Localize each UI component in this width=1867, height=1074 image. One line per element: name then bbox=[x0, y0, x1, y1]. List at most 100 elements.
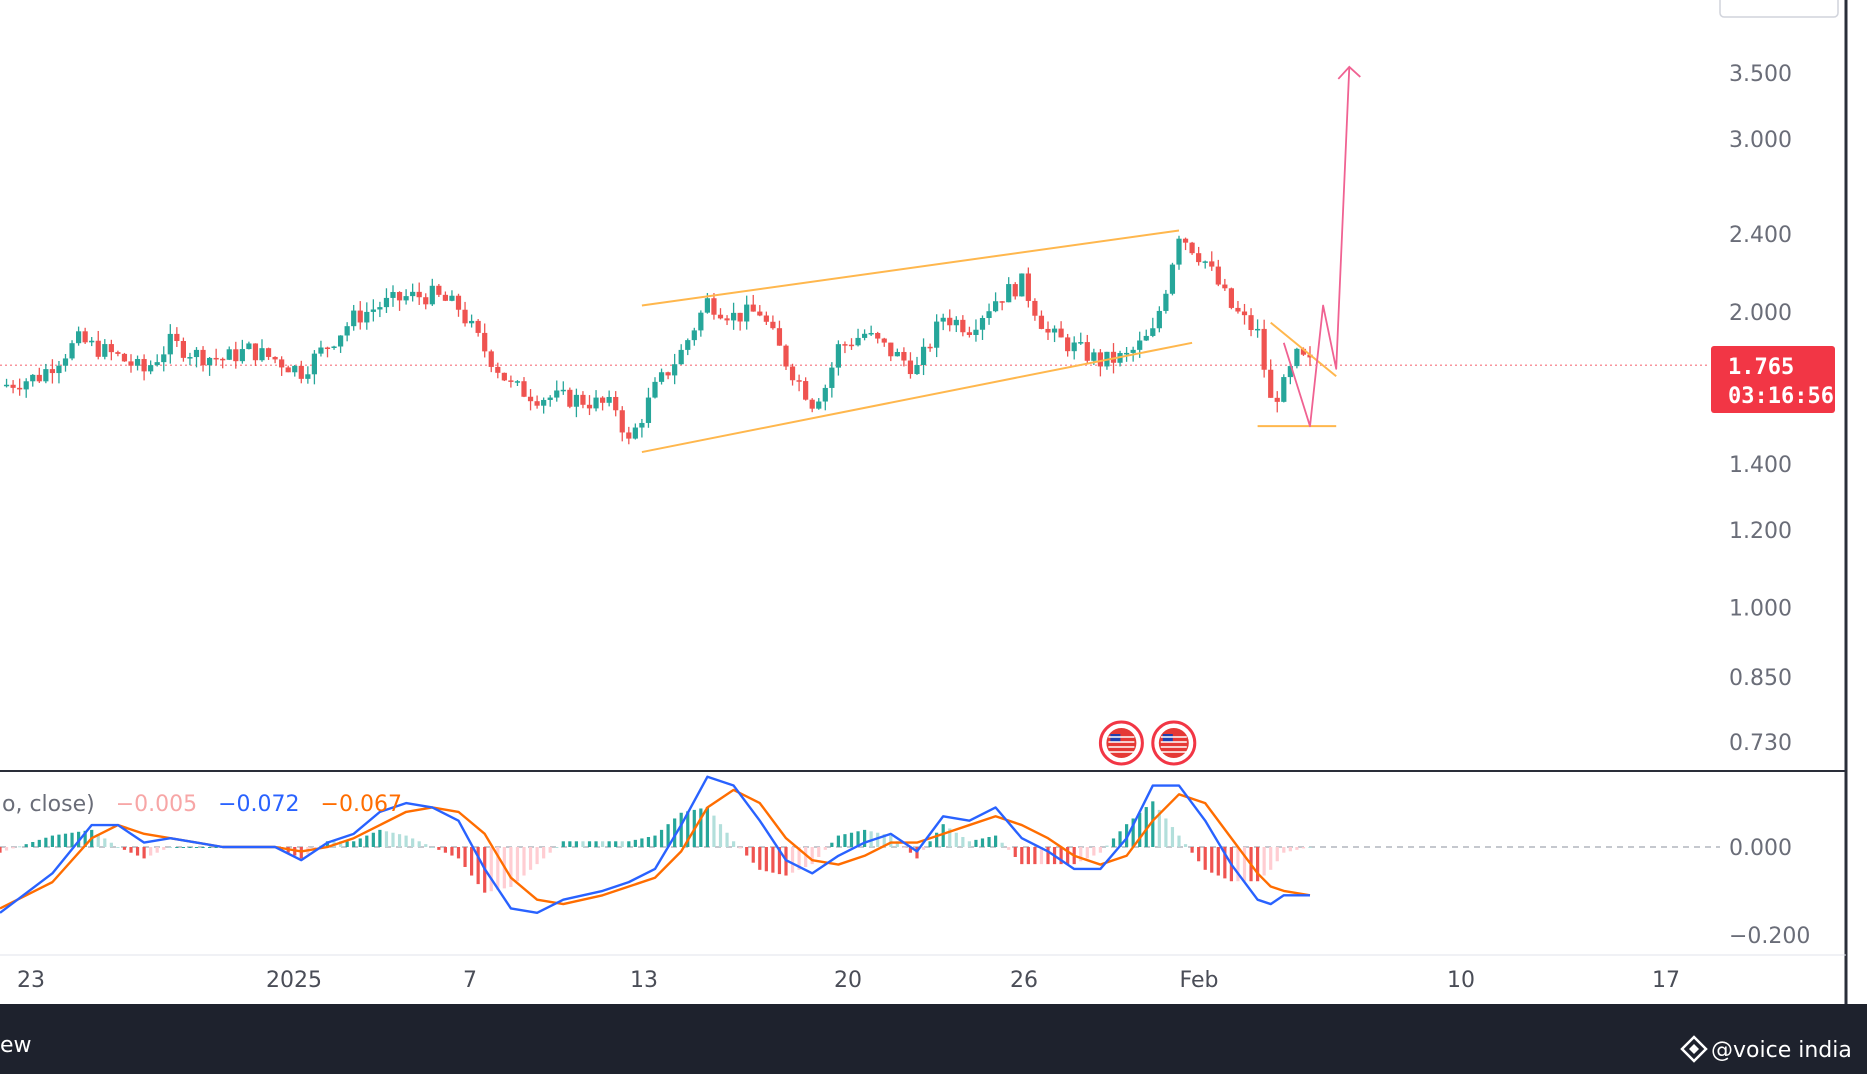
candle bbox=[1202, 260, 1208, 269]
macd-histogram-bar bbox=[208, 847, 212, 848]
candle bbox=[973, 319, 979, 342]
candle bbox=[835, 340, 841, 376]
price-tick-label: 1.200 bbox=[1729, 519, 1792, 544]
us-flag-icon[interactable] bbox=[1098, 720, 1144, 766]
candle bbox=[1019, 273, 1025, 297]
macd-histogram-bar bbox=[627, 841, 631, 847]
macd-histogram-bar bbox=[863, 829, 867, 847]
macd-histogram-bar bbox=[1295, 847, 1299, 850]
macd-histogram-bar bbox=[954, 832, 958, 847]
candle bbox=[226, 346, 232, 361]
candle bbox=[855, 328, 861, 347]
macd-histogram-bar bbox=[542, 847, 546, 859]
macd-histogram-bar bbox=[679, 812, 683, 847]
macd-histogram-bar bbox=[1118, 831, 1122, 847]
channel-upper-trendline[interactable] bbox=[641, 229, 1180, 307]
macd-histogram-bar bbox=[528, 847, 533, 870]
candle bbox=[259, 339, 265, 362]
candle bbox=[894, 348, 900, 357]
macd-histogram-bar bbox=[1105, 845, 1109, 847]
candle bbox=[62, 353, 69, 372]
price-tick-label: 3.500 bbox=[1729, 62, 1792, 87]
candle bbox=[1189, 241, 1195, 255]
price-axis[interactable]: 3.500 3.000 2.400 2.000 1.400 1.200 1.000 0.850… bbox=[1729, 62, 1792, 756]
macd-histogram-bar bbox=[378, 829, 382, 847]
channel-lower-trendline[interactable] bbox=[641, 341, 1193, 454]
macd-histogram-bar bbox=[397, 834, 402, 847]
candle bbox=[1038, 310, 1045, 330]
candle bbox=[17, 378, 23, 396]
candle bbox=[514, 380, 521, 386]
candle bbox=[285, 365, 291, 373]
candle bbox=[698, 310, 704, 337]
candle bbox=[265, 347, 272, 360]
candle bbox=[442, 291, 448, 302]
macd-histogram-bar bbox=[836, 835, 840, 847]
macd-histogram-bar bbox=[712, 815, 716, 847]
event-markers[interactable] bbox=[1098, 720, 1197, 766]
macd-histogram-bar bbox=[450, 847, 454, 856]
price-tick-label: 1.400 bbox=[1729, 453, 1792, 478]
macd-histogram-bar bbox=[443, 847, 447, 853]
macd-histogram-bar bbox=[810, 847, 814, 865]
candle bbox=[593, 390, 599, 412]
candle bbox=[606, 390, 612, 407]
time-tick-label: 10 bbox=[1447, 968, 1475, 993]
macd-histogram-bar bbox=[882, 834, 886, 847]
candle bbox=[724, 315, 730, 326]
macd-histogram-bar bbox=[1033, 847, 1037, 865]
wedge-upper-trendline[interactable] bbox=[1270, 321, 1337, 377]
candle bbox=[1209, 251, 1215, 271]
candle bbox=[803, 377, 809, 401]
macd-histogram-bar bbox=[666, 824, 670, 847]
candle bbox=[1032, 298, 1038, 321]
candle bbox=[541, 397, 547, 414]
macd-histogram-bar bbox=[876, 832, 880, 847]
macd-histogram-bar bbox=[823, 847, 827, 850]
macd-axis[interactable]: 0.000 −0.200 bbox=[1729, 836, 1810, 949]
candle bbox=[30, 374, 36, 387]
macd-histogram-bar bbox=[358, 838, 362, 847]
candle bbox=[187, 352, 193, 366]
candle bbox=[776, 320, 783, 346]
projection-path[interactable] bbox=[1282, 66, 1351, 428]
candle bbox=[1274, 391, 1280, 413]
candle bbox=[862, 329, 868, 341]
macd-histogram-bar bbox=[758, 847, 762, 870]
macd-histogram-bar bbox=[1164, 818, 1168, 847]
top-toolbar-box[interactable] bbox=[1719, 0, 1839, 18]
candle bbox=[848, 338, 855, 350]
time-axis[interactable]: 23 2025 7 13 20 26 Feb 10 17 bbox=[17, 968, 1680, 993]
macd-histogram-bar bbox=[417, 841, 421, 847]
macd-histogram-bar bbox=[646, 837, 651, 847]
macd-histogram-bar bbox=[1092, 847, 1096, 856]
macd-histogram-bar bbox=[948, 828, 952, 847]
candle bbox=[783, 344, 789, 370]
candle bbox=[102, 339, 108, 360]
candle bbox=[390, 285, 396, 307]
candle bbox=[305, 366, 311, 384]
candle bbox=[436, 283, 442, 297]
macd-histogram-bar bbox=[515, 847, 520, 882]
macd-histogram-bar bbox=[352, 841, 356, 847]
macd-histogram-bar bbox=[1177, 835, 1181, 847]
candle bbox=[1228, 287, 1234, 310]
candle bbox=[927, 343, 933, 352]
macd-histogram-bar bbox=[411, 838, 415, 847]
price-tick-label: 0.730 bbox=[1729, 731, 1792, 756]
macd-histogram-bar bbox=[614, 841, 618, 847]
candles-group bbox=[3, 235, 1313, 445]
macd-histogram-bar bbox=[1242, 847, 1247, 882]
macd-histogram-bar bbox=[404, 835, 408, 847]
candle bbox=[809, 398, 815, 413]
candle bbox=[993, 292, 999, 313]
candle bbox=[658, 368, 665, 385]
candle bbox=[979, 315, 986, 340]
candle bbox=[685, 338, 691, 356]
time-tick-label: 17 bbox=[1652, 968, 1680, 993]
macd-histogram-bar bbox=[915, 847, 919, 859]
macd-histogram-bar bbox=[1210, 847, 1214, 873]
candle bbox=[953, 316, 959, 333]
us-flag-icon[interactable] bbox=[1151, 720, 1197, 766]
